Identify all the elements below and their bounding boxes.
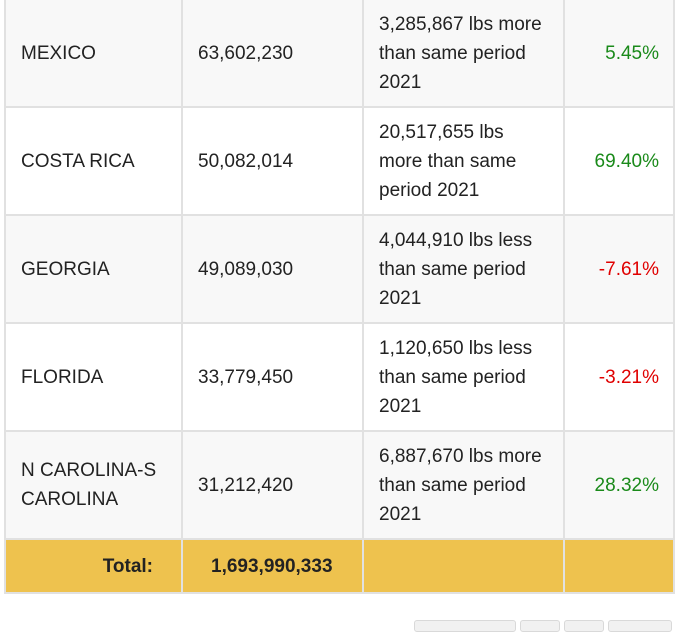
total-row: Total: 1,693,990,333 (4, 538, 675, 594)
state-cell: FLORIDA (4, 322, 183, 432)
pagination-button[interactable] (608, 620, 672, 632)
total-value: 1,693,990,333 (181, 538, 364, 594)
table-row: GEORGIA 49,089,030 4,044,910 lbs less th… (4, 214, 675, 324)
percent-cell: 5.45% (563, 0, 675, 108)
state-cell: GEORGIA (4, 214, 183, 324)
change-cell: 6,887,670 lbs more than same period 2021 (362, 430, 565, 540)
table-row: FLORIDA 33,779,450 1,120,650 lbs less th… (4, 322, 675, 432)
lbs-cell: 33,779,450 (181, 322, 364, 432)
pagination-button[interactable] (520, 620, 560, 632)
total-empty-cell (563, 538, 675, 594)
table-row: MEXICO 63,602,230 3,285,867 lbs more tha… (4, 0, 675, 108)
lbs-cell: 49,089,030 (181, 214, 364, 324)
pagination-button[interactable] (414, 620, 516, 632)
lbs-cell: 63,602,230 (181, 0, 364, 108)
lbs-cell: 50,082,014 (181, 106, 364, 216)
change-cell: 4,044,910 lbs less than same period 2021 (362, 214, 565, 324)
change-cell: 1,120,650 lbs less than same period 2021 (362, 322, 565, 432)
percent-cell: -7.61% (563, 214, 675, 324)
change-cell: 3,285,867 lbs more than same period 2021 (362, 0, 565, 108)
state-cell: COSTA RICA (4, 106, 183, 216)
total-label: Total: (4, 538, 183, 594)
state-cell: N CAROLINA-S CAROLINA (4, 430, 183, 540)
percent-cell: 69.40% (563, 106, 675, 216)
total-empty-cell (362, 538, 565, 594)
table-body: MEXICO 63,602,230 3,285,867 lbs more tha… (4, 0, 675, 594)
lbs-cell: 31,212,420 (181, 430, 364, 540)
percent-cell: -3.21% (563, 322, 675, 432)
pagination-button[interactable] (564, 620, 604, 632)
table-row: N CAROLINA-S CAROLINA 31,212,420 6,887,6… (4, 430, 675, 540)
shipments-table: MEXICO 63,602,230 3,285,867 lbs more tha… (4, 0, 675, 594)
state-cell: MEXICO (4, 0, 183, 108)
change-cell: 20,517,655 lbs more than same period 202… (362, 106, 565, 216)
table-row: COSTA RICA 50,082,014 20,517,655 lbs mor… (4, 106, 675, 216)
percent-cell: 28.32% (563, 430, 675, 540)
